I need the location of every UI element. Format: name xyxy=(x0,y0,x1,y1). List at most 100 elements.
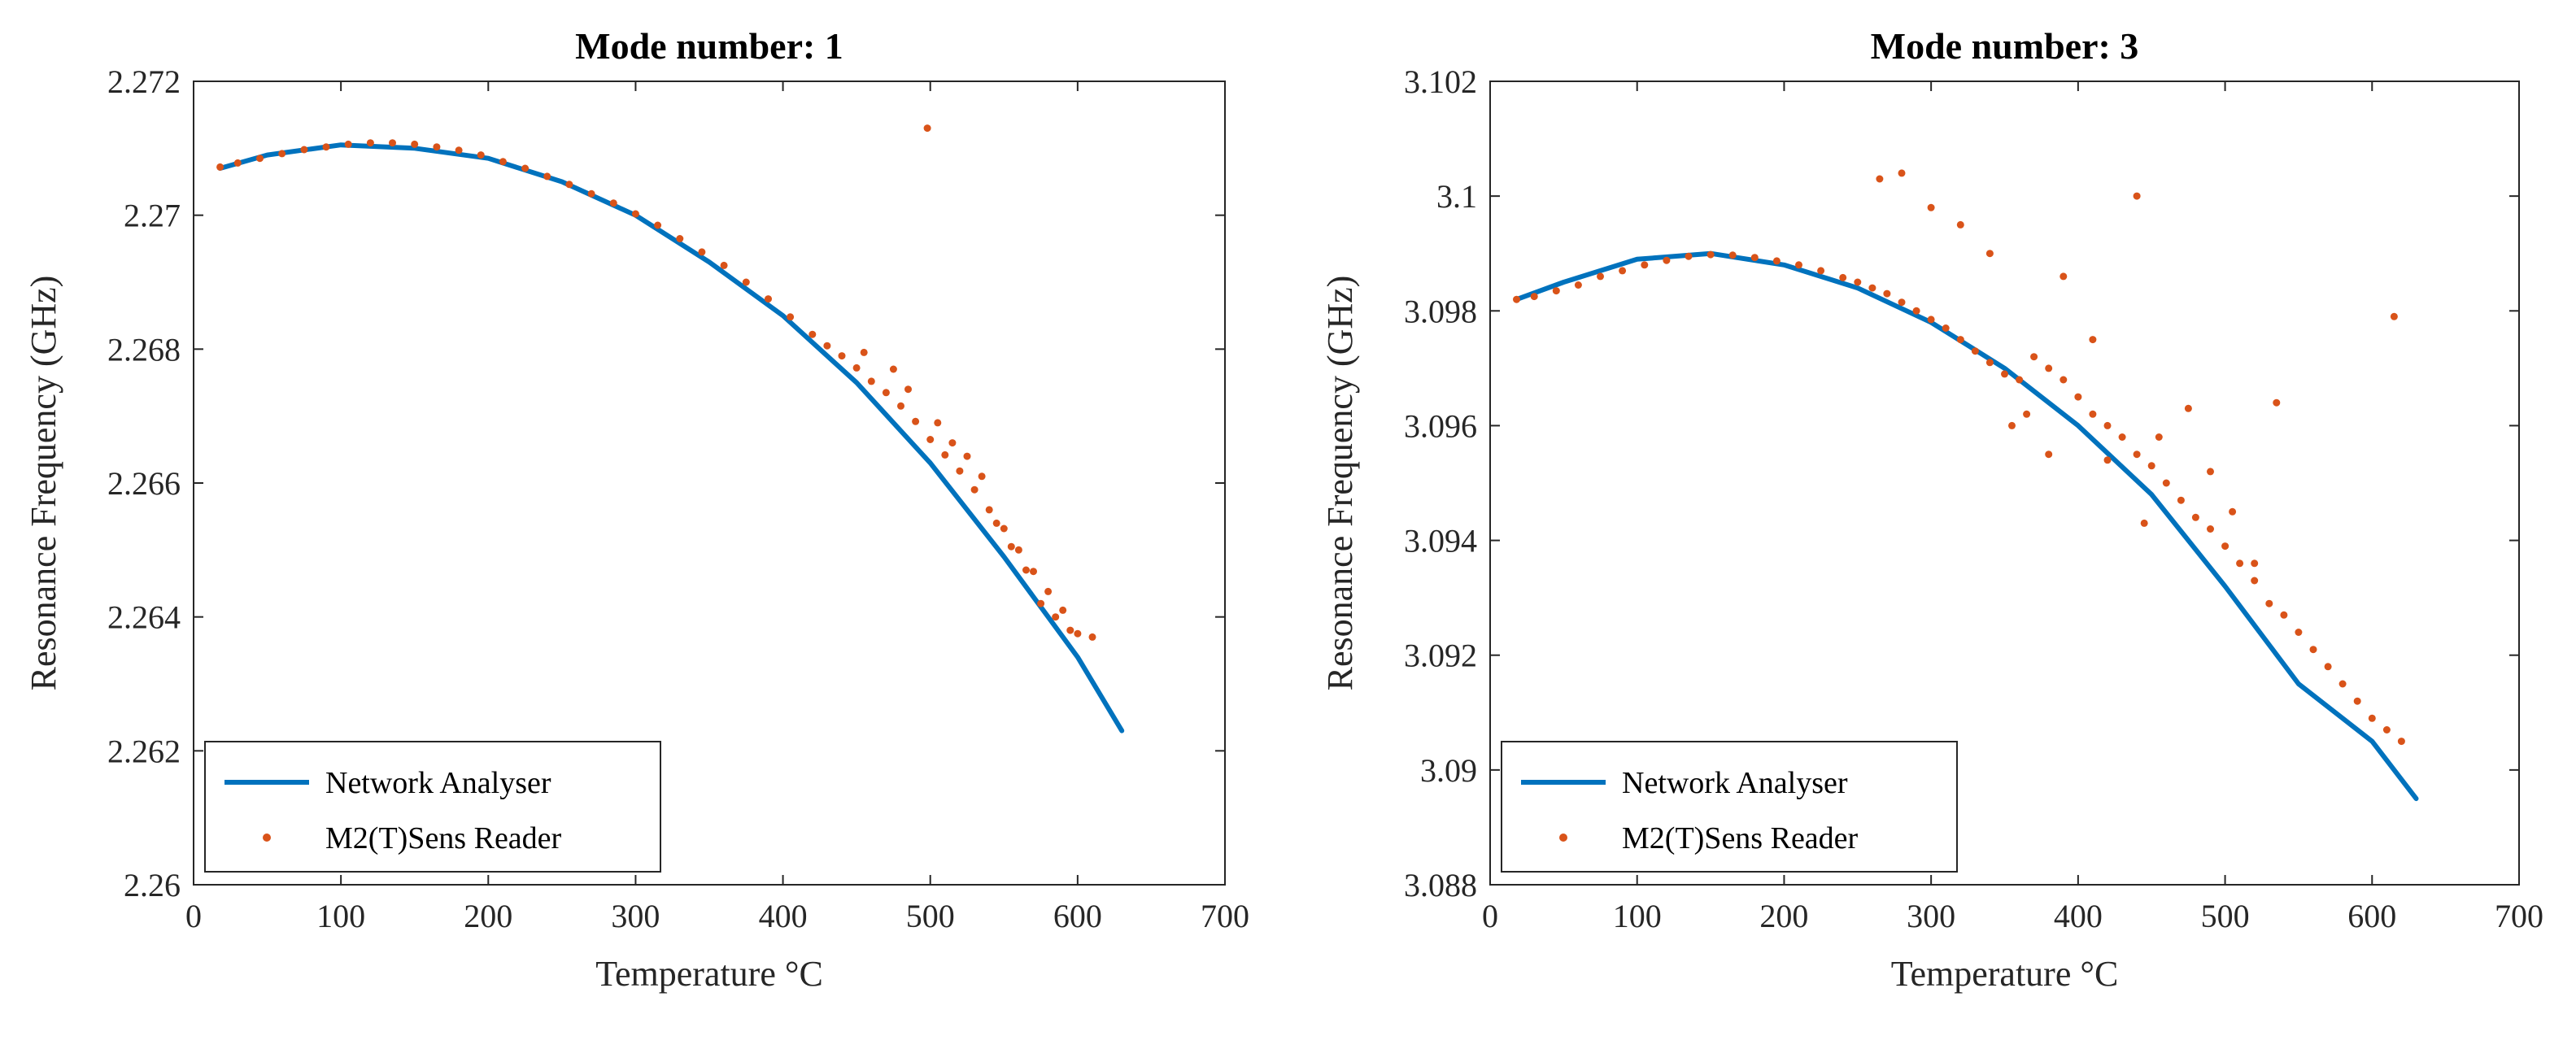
data-point xyxy=(2103,456,2112,464)
data-point xyxy=(1007,542,1015,551)
data-point xyxy=(521,164,530,172)
x-tick-label: 0 xyxy=(1482,898,1498,934)
data-point xyxy=(1985,250,1994,258)
data-point xyxy=(477,151,485,159)
data-point xyxy=(1663,256,1671,264)
data-point xyxy=(1706,250,1715,259)
data-point xyxy=(2368,714,2376,722)
data-point xyxy=(2295,629,2303,636)
legend-label: Network Analyser xyxy=(1622,766,1848,800)
data-point xyxy=(2207,468,2214,476)
data-point xyxy=(2273,398,2281,407)
chart-title: Mode number: 1 xyxy=(575,25,843,67)
data-point xyxy=(2133,192,2141,200)
data-point xyxy=(2251,577,2259,585)
x-tick-label: 700 xyxy=(2495,898,2543,934)
data-point xyxy=(411,140,419,148)
data-point xyxy=(2390,312,2398,320)
data-point xyxy=(2221,542,2229,551)
data-point xyxy=(978,472,986,481)
data-point xyxy=(809,330,817,338)
series-line-network-analyser xyxy=(217,142,1125,733)
data-point xyxy=(2229,507,2237,516)
data-point xyxy=(654,221,662,229)
data-point xyxy=(300,146,308,154)
data-point xyxy=(2353,697,2361,705)
data-point xyxy=(2397,738,2405,746)
data-point xyxy=(256,155,264,163)
legend-box xyxy=(204,741,661,873)
legend-label: Network Analyser xyxy=(325,766,551,800)
data-point xyxy=(2147,462,2155,470)
x-tick-label: 300 xyxy=(611,898,660,934)
data-point xyxy=(2045,364,2053,372)
data-point xyxy=(2059,272,2068,281)
y-tick-label: 3.1 xyxy=(1436,178,1477,215)
legend-marker-swatch xyxy=(1559,834,1567,842)
legend: Network Analyser M2(T)Sens Reader xyxy=(1501,741,1958,873)
legend: Network Analyser M2(T)Sens Reader xyxy=(204,741,661,873)
data-point xyxy=(1685,252,1693,260)
y-axis-label: Resonance Frequency (GHz) xyxy=(1320,276,1360,691)
data-point xyxy=(956,467,964,475)
chart-1: Mode number: 1 0 100 200 300 400 500 600 700 2.26… xyxy=(24,25,1249,994)
data-point xyxy=(1641,261,1649,269)
data-point xyxy=(2030,353,2038,361)
data-point xyxy=(1044,587,1053,595)
data-point xyxy=(926,436,935,443)
data-point xyxy=(543,172,551,181)
data-point xyxy=(823,342,831,350)
data-point xyxy=(765,295,772,303)
x-tick-label: 700 xyxy=(1201,898,1249,934)
data-point xyxy=(2133,451,2141,459)
data-point xyxy=(1074,629,1082,638)
data-point xyxy=(941,451,949,459)
data-point xyxy=(1942,324,1950,332)
data-point xyxy=(366,139,374,147)
data-point xyxy=(1927,316,1935,324)
data-point xyxy=(2207,525,2214,533)
data-point xyxy=(1597,272,1604,281)
data-point xyxy=(838,352,846,360)
data-point xyxy=(860,348,868,356)
data-point xyxy=(216,163,224,171)
x-axis-label: Temperature °C xyxy=(1891,954,2119,994)
data-point xyxy=(2001,370,2008,378)
y-tick-label: 3.088 xyxy=(1404,867,1477,903)
x-tick-label: 400 xyxy=(2054,898,2103,934)
data-point xyxy=(433,143,441,151)
data-point xyxy=(2155,433,2163,441)
data-point xyxy=(2023,410,2031,418)
data-point xyxy=(698,248,706,256)
data-point xyxy=(233,159,242,167)
data-point xyxy=(499,158,507,166)
data-point xyxy=(1795,261,1802,269)
data-point xyxy=(882,389,890,397)
y-axis-label: Resonance Frequency (GHz) xyxy=(24,276,63,691)
data-point xyxy=(389,139,396,147)
data-point xyxy=(1088,633,1096,641)
y-tick-label: 3.098 xyxy=(1404,293,1477,329)
y-tick-label: 3.09 xyxy=(1420,752,1477,789)
data-point xyxy=(720,261,728,269)
x-tick-label: 400 xyxy=(759,898,808,934)
data-point xyxy=(2089,336,2097,344)
data-point xyxy=(2177,496,2185,504)
data-point xyxy=(963,452,971,460)
data-point xyxy=(1059,606,1067,614)
data-point xyxy=(455,146,463,155)
data-point xyxy=(742,278,750,286)
x-axis-label: Temperature °C xyxy=(595,954,823,994)
data-point xyxy=(867,377,875,385)
data-point xyxy=(970,485,979,494)
data-point xyxy=(2140,519,2148,527)
data-point xyxy=(1052,613,1060,621)
data-point xyxy=(2045,451,2053,459)
data-point xyxy=(992,519,1000,527)
data-point xyxy=(2324,663,2332,671)
data-point xyxy=(1839,273,1847,281)
x-tick-label: 600 xyxy=(1053,898,1102,934)
data-point xyxy=(912,417,920,425)
data-point xyxy=(985,506,993,514)
